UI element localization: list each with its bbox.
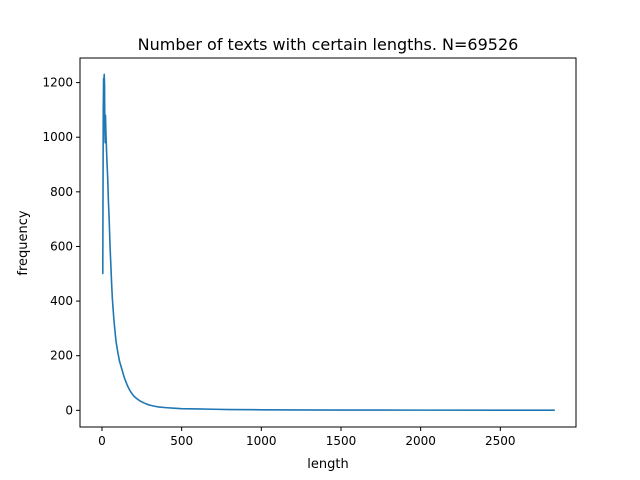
data-point-16	[110, 262, 112, 264]
data-point-31	[128, 388, 130, 390]
y-axis-label: frequency	[16, 210, 31, 276]
data-point-43	[173, 407, 175, 409]
series-line-0	[101, 73, 555, 412]
x-tick-label: 500	[170, 434, 193, 448]
data-point-48	[260, 409, 262, 411]
data-point-47	[228, 408, 231, 411]
data-point-35	[136, 398, 138, 400]
data-point-34	[133, 395, 135, 397]
data-point-52	[499, 409, 501, 411]
x-axis-label: length	[307, 457, 348, 472]
data-point-15	[109, 243, 111, 245]
plot-area	[101, 73, 556, 412]
data-point-11	[106, 163, 108, 166]
data-point-1	[102, 109, 104, 111]
data-point-3	[103, 87, 105, 89]
data-point-38	[146, 403, 148, 405]
y-tick-label: 200	[50, 349, 73, 363]
data-point-45	[196, 408, 199, 410]
data-point-10	[105, 147, 108, 149]
data-point-37	[142, 402, 145, 404]
y-tick-label: 1000	[42, 130, 73, 144]
data-point-7	[104, 142, 106, 144]
data-point-6	[104, 131, 106, 133]
y-tick-label: 800	[50, 185, 73, 199]
data-point-9	[105, 133, 107, 136]
chart-title: Number of texts with certain lengths. N=…	[138, 35, 519, 54]
data-point-44	[181, 408, 183, 410]
data-point-13	[107, 199, 109, 201]
data-point-42	[165, 407, 167, 409]
x-tick-label: 0	[98, 434, 106, 448]
y-tick-label: 600	[50, 239, 73, 253]
data-point-33	[131, 393, 133, 395]
data-point-39	[149, 404, 151, 406]
data-point-30	[126, 385, 129, 387]
data-point-2	[102, 77, 105, 80]
x-tick-label: 1000	[246, 434, 277, 448]
data-point-17	[110, 281, 113, 283]
data-point-4	[103, 73, 105, 75]
data-point-20	[113, 319, 115, 321]
data-point-8	[104, 114, 107, 116]
data-point-40	[153, 405, 156, 407]
data-point-19	[112, 308, 114, 310]
data-point-28	[123, 376, 125, 379]
x-tick-label: 1500	[326, 434, 357, 448]
x-tick-label: 2000	[405, 434, 436, 448]
data-point-12	[107, 177, 109, 179]
y-tick-label: 1200	[42, 76, 73, 90]
data-point-51	[420, 409, 422, 411]
data-point-32	[130, 391, 132, 393]
y-tick-label: 0	[65, 403, 73, 417]
data-point-5	[103, 84, 106, 86]
data-point-18	[111, 297, 113, 299]
data-point-36	[139, 400, 141, 402]
axes-frame	[79, 57, 577, 428]
data-point-24	[117, 352, 119, 354]
data-point-49	[292, 409, 294, 411]
data-point-25	[118, 360, 121, 362]
x-tick-label: 2500	[485, 434, 516, 448]
data-point-0	[102, 273, 104, 275]
data-point-50	[340, 409, 342, 411]
y-tick-label: 400	[50, 294, 73, 308]
data-point-41	[158, 406, 160, 408]
data-point-23	[115, 342, 117, 345]
data-point-27	[122, 371, 124, 373]
data-point-22	[114, 335, 117, 338]
data-point-21	[114, 327, 116, 329]
data-point-46	[212, 408, 215, 410]
data-point-14	[108, 218, 110, 220]
data-point-29	[125, 381, 127, 383]
data-point-53	[553, 409, 556, 411]
data-point-26	[120, 366, 122, 368]
